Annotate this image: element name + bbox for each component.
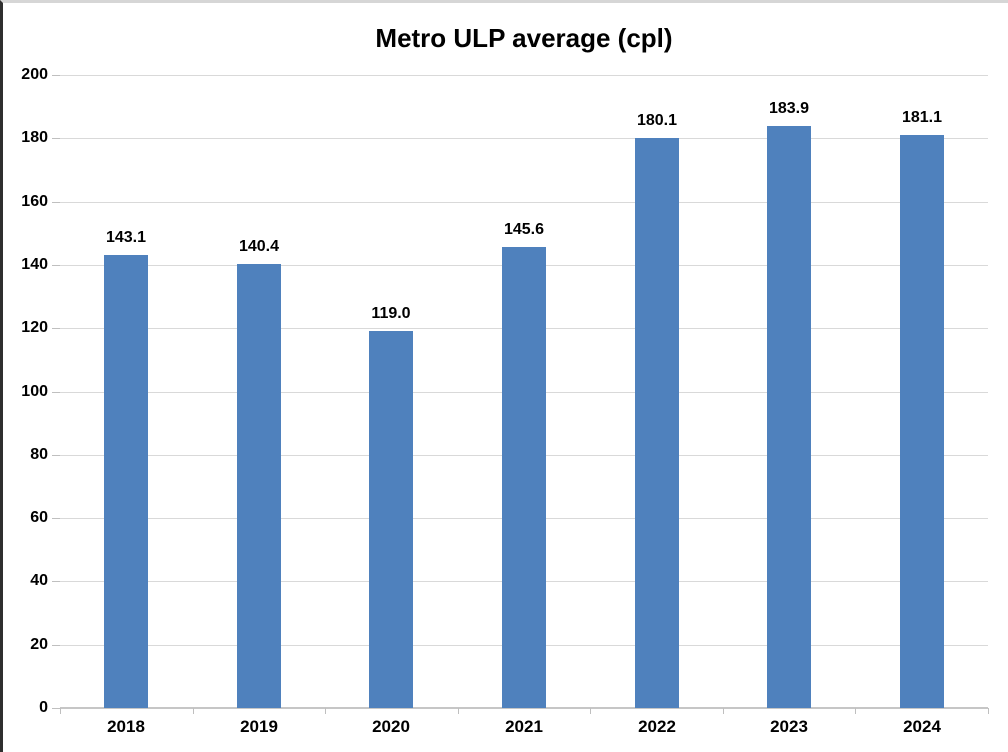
bar	[767, 126, 811, 708]
x-axis-tick	[458, 708, 459, 714]
y-axis-tick-label: 180	[21, 129, 48, 147]
bar-data-label: 143.1	[105, 229, 147, 246]
gridline	[60, 138, 988, 140]
x-axis-tick	[855, 708, 856, 714]
bar-data-label: 145.6	[503, 221, 545, 238]
bar-data-label: 119.0	[371, 305, 411, 322]
y-axis-tick-label: 60	[30, 509, 48, 527]
y-axis-tick	[52, 138, 60, 140]
x-axis-line	[60, 707, 988, 709]
y-axis-tick	[52, 328, 60, 330]
y-axis-tick	[52, 75, 60, 76]
bar-data-label: 180.1	[636, 112, 678, 129]
y-axis-tick	[52, 454, 60, 456]
y-axis-tick	[52, 518, 60, 520]
gridline	[60, 201, 988, 203]
bar	[369, 331, 413, 708]
x-axis-tick	[193, 708, 194, 714]
x-axis-tick-label: 2021	[505, 717, 543, 736]
x-axis-tick	[60, 708, 61, 714]
y-axis-tick-label: 40	[30, 572, 48, 590]
bar	[237, 264, 281, 708]
x-axis-tick-label: 2024	[903, 717, 941, 736]
x-axis-tick-label: 2022	[638, 717, 676, 736]
y-axis-tick	[52, 201, 60, 203]
plot-area: 143.1 140.4 119.0 145.6 180.1 183.9 181.1	[60, 75, 988, 709]
y-axis-tick	[52, 264, 60, 266]
gridline	[60, 75, 988, 76]
bar	[635, 138, 679, 708]
x-axis-tick	[988, 708, 989, 714]
x-axis-tick-label: 2019	[240, 717, 278, 736]
y-axis-tick-label: 200	[21, 66, 48, 83]
y-axis-tick-label: 160	[21, 192, 48, 210]
y-axis-tick-label: 20	[30, 635, 48, 653]
chart-title: Metro ULP average (cpl)	[375, 23, 673, 53]
y-axis-tick-label: 0	[39, 699, 48, 716]
bar	[900, 135, 944, 708]
y-axis-tick	[52, 391, 60, 393]
bar	[104, 255, 148, 708]
y-axis-tick-label: 100	[21, 382, 48, 400]
y-axis-tick-label: 120	[21, 319, 48, 337]
bar-data-label: 140.4	[238, 238, 280, 255]
bar-data-label: 181.1	[901, 109, 943, 126]
x-axis-tick-label: 2023	[770, 717, 808, 736]
y-axis-tick-label: 80	[30, 445, 48, 463]
y-axis-tick-label: 140	[21, 255, 48, 273]
x-axis-tick-label: 2020	[372, 717, 410, 736]
y-axis-tick	[52, 708, 60, 709]
x-axis-tick-label: 2018	[107, 717, 145, 736]
x-axis-tick	[590, 708, 591, 714]
y-axis-tick	[52, 644, 60, 646]
bar	[502, 247, 546, 708]
y-axis-tick	[52, 581, 60, 583]
x-axis-tick	[723, 708, 724, 714]
x-axis-tick	[325, 708, 326, 714]
bar-data-label: 183.9	[768, 100, 810, 117]
